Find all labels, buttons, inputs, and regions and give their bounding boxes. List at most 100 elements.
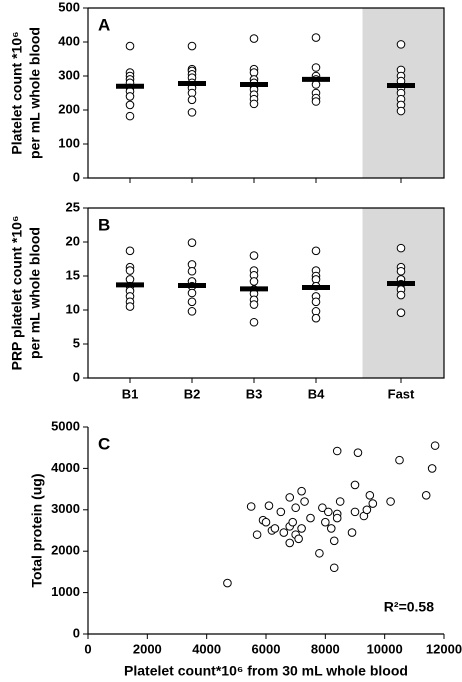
y-tick-label: 5000 [51, 418, 80, 433]
axis-frame [87, 207, 445, 379]
data-point [386, 497, 395, 506]
data-point [324, 507, 333, 517]
data-point [315, 548, 324, 558]
x-tick-label: B1 [122, 386, 139, 401]
data-point [329, 536, 339, 546]
data-point [311, 313, 321, 323]
data-point [311, 33, 321, 42]
axis-frame [87, 7, 445, 179]
y-tick-label: 200 [58, 101, 80, 116]
y-axis-label: per mL whole blood [27, 227, 43, 359]
data-point [396, 308, 406, 318]
y-tick-label: 0 [73, 625, 80, 640]
data-point [246, 502, 256, 511]
data-point [306, 513, 315, 523]
data-point [125, 111, 135, 121]
y-tick-label: 0 [73, 369, 80, 384]
data-point [297, 486, 306, 496]
data-point [125, 302, 135, 311]
x-tick-label: 4000 [192, 641, 221, 656]
x-tick-label: 12000 [426, 641, 462, 656]
data-point [270, 524, 280, 533]
y-tick-label: 100 [58, 135, 80, 150]
data-point [288, 517, 298, 527]
data-point [125, 246, 135, 256]
data-point [249, 251, 259, 260]
data-point [332, 446, 342, 456]
y-axis-label: PRP platelet count *10⁶ [9, 216, 25, 371]
data-point [276, 507, 286, 517]
data-point [421, 491, 431, 500]
x-tick-label: Fast [388, 386, 415, 401]
data-point [396, 243, 406, 253]
data-point [311, 297, 321, 307]
panel-label: A [98, 15, 110, 34]
y-tick-label: 25 [66, 199, 80, 214]
data-point [187, 266, 197, 276]
data-point [187, 41, 197, 51]
data-point [427, 464, 437, 473]
x-tick-label: 2000 [133, 641, 162, 656]
data-point [125, 100, 135, 110]
data-point [368, 499, 378, 508]
x-axis-label: Platelet count*10⁶ from 30 mL whole bloo… [124, 663, 408, 679]
x-tick-label: 0 [84, 641, 91, 656]
data-point [329, 563, 339, 573]
data-point [311, 63, 321, 72]
data-point [291, 503, 300, 513]
data-point [125, 92, 135, 101]
data-point [326, 524, 336, 533]
y-tick-label: 15 [66, 267, 80, 282]
y-axis-label: per mL whole blood [27, 27, 43, 159]
data-point [353, 448, 363, 457]
data-point [252, 530, 262, 539]
data-point [321, 517, 330, 527]
data-point [249, 277, 259, 286]
data-point [187, 297, 197, 307]
data-point [249, 317, 259, 327]
data-point [223, 578, 232, 588]
data-point [264, 501, 274, 510]
data-point [187, 288, 197, 298]
x-tick-label: B3 [246, 386, 263, 401]
data-point [294, 534, 303, 544]
data-point [279, 528, 289, 537]
data-point [297, 524, 306, 533]
data-point [311, 246, 321, 256]
y-tick-label: 3000 [51, 501, 80, 516]
data-point [125, 41, 135, 51]
y-tick-label: 500 [58, 0, 80, 14]
data-point [362, 505, 372, 515]
data-point [125, 266, 135, 275]
data-point [396, 290, 406, 300]
x-tick-label: B4 [308, 386, 325, 401]
data-point [249, 99, 259, 109]
data-point [300, 497, 309, 506]
annotation: R²=0.58 [384, 599, 434, 615]
data-point [249, 300, 259, 309]
data-point [332, 513, 342, 523]
y-tick-label: 4000 [51, 460, 80, 475]
y-tick-label: 5 [73, 335, 80, 350]
y-tick-label: 0 [73, 169, 80, 184]
data-point [335, 497, 345, 506]
panel-label: C [98, 434, 110, 453]
data-point [261, 517, 271, 527]
data-point [187, 95, 197, 105]
y-tick-label: 10 [66, 301, 80, 316]
data-point [187, 238, 197, 247]
data-point [396, 266, 406, 276]
data-point [187, 108, 197, 117]
y-axis-label: Platelet count *10⁶ [9, 31, 25, 154]
y-tick-label: 300 [58, 67, 80, 82]
data-point [395, 455, 404, 465]
panel-label: B [98, 215, 110, 234]
data-point [285, 538, 295, 548]
data-point [350, 507, 360, 517]
y-axis-label: Total protein (ug) [29, 473, 45, 587]
data-point [430, 441, 440, 450]
x-tick-label: 6000 [252, 641, 281, 656]
data-point [187, 307, 197, 316]
y-tick-label: 2000 [51, 543, 80, 558]
